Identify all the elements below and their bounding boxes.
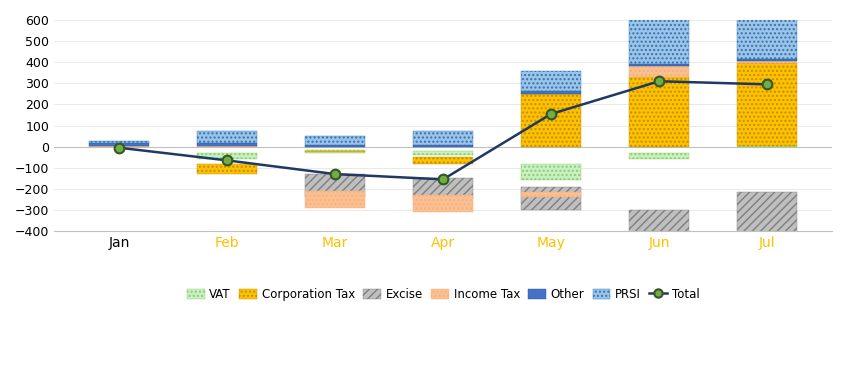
Bar	[89, 145, 149, 147]
Bar	[197, 164, 257, 174]
Bar	[197, 131, 257, 144]
Bar	[522, 187, 581, 210]
Bar	[413, 145, 473, 147]
Bar	[522, 91, 581, 94]
Bar	[413, 178, 473, 200]
Bar	[629, 64, 689, 66]
Bar	[413, 131, 473, 145]
Bar	[89, 144, 149, 145]
Bar	[413, 157, 473, 164]
Bar	[413, 195, 473, 212]
Bar	[738, 10, 797, 59]
Bar	[306, 174, 365, 197]
Bar	[629, 77, 689, 147]
Bar	[738, 192, 797, 237]
Bar	[629, 210, 689, 267]
Bar	[738, 145, 797, 147]
Bar	[306, 145, 365, 147]
Bar	[522, 70, 581, 91]
Bar	[629, 66, 689, 77]
Bar	[306, 150, 365, 153]
Bar	[306, 191, 365, 208]
Bar	[629, 14, 689, 64]
Bar	[197, 153, 257, 159]
Bar	[522, 164, 581, 180]
Legend: VAT, Corporation Tax, Excise, Income Tax, Other, PRSI, Total: VAT, Corporation Tax, Excise, Income Tax…	[182, 283, 704, 305]
Bar	[738, 63, 797, 145]
Bar	[738, 59, 797, 61]
Bar	[738, 61, 797, 63]
Bar	[89, 141, 149, 144]
Bar	[413, 151, 473, 155]
Bar	[522, 192, 581, 197]
Bar	[197, 145, 257, 147]
Bar	[306, 136, 365, 145]
Bar	[197, 144, 257, 145]
Bar	[522, 94, 581, 147]
Bar	[306, 151, 365, 152]
Bar	[629, 153, 689, 159]
